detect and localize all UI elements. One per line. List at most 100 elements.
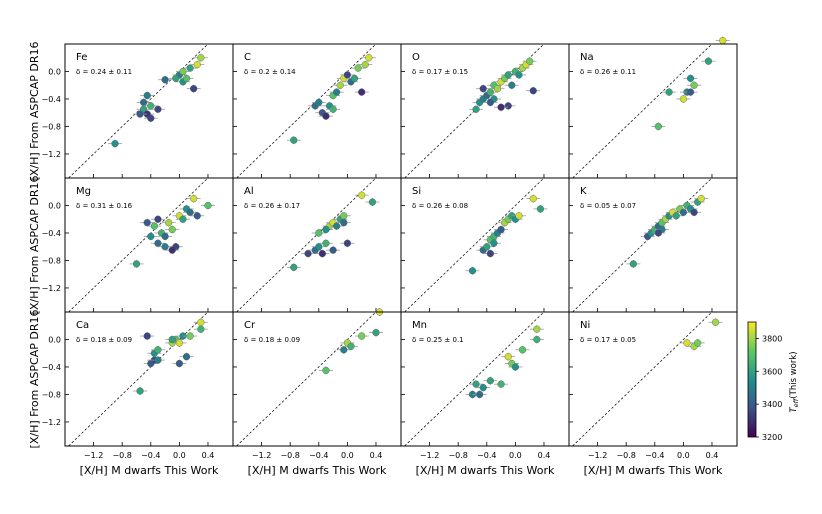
- element-label: O: [412, 52, 420, 63]
- colorbar-gradient: [747, 321, 757, 438]
- panel-fe: −1.2 −0.8 −0.4 0.0 Fe δ = 0.24 ± 0.11: [42, 43, 234, 179]
- element-label: Na: [580, 52, 594, 63]
- data-point: [290, 136, 298, 144]
- element-label: Ca: [76, 320, 89, 331]
- data-point: [361, 61, 369, 69]
- x-tick-label: −1.2: [420, 451, 439, 460]
- one-to-one-line: [236, 178, 377, 312]
- data-point: [486, 88, 494, 96]
- element-label: Si: [412, 186, 421, 197]
- x-tick-label: −0.4: [309, 451, 328, 460]
- data-point: [665, 88, 673, 96]
- data-point: [186, 208, 194, 216]
- data-point: [147, 102, 155, 110]
- panel-k: Kδ = 0.05 ± 0.07: [568, 177, 738, 313]
- x-tick-label: −0.8: [616, 451, 635, 460]
- x-tick-label: 0.4: [538, 451, 551, 460]
- data-point: [529, 195, 537, 203]
- data-point: [686, 74, 695, 82]
- one-to-one-line: [68, 312, 209, 446]
- data-point: [318, 249, 326, 258]
- data-point: [136, 110, 144, 118]
- colorbar-ticks: 3200 3400 3600 3800: [756, 334, 782, 442]
- one-to-one-line: [572, 178, 713, 312]
- data-point: [490, 239, 498, 247]
- data-point: [161, 76, 169, 84]
- data-point: [368, 198, 377, 206]
- data-point: [350, 74, 359, 82]
- data-point: [147, 114, 155, 122]
- data-point: [143, 332, 151, 340]
- panel-na: Na δ = 0.26 ± 0.11: [568, 36, 738, 179]
- data-point: [358, 191, 366, 199]
- panel-mg: −1.2 −0.8 −0.4 0.0 Mg δ = 0.31 ± 0.16: [42, 177, 234, 313]
- y-tick-label: −1.2: [42, 418, 61, 427]
- data-point: [486, 377, 494, 385]
- y-tick-label: −0.8: [42, 390, 61, 399]
- panels-grid: −1.2 −0.8 −0.4 0.0 Fe δ = 0.24 ± 0.11 Cδ = 0.2…: [42, 36, 738, 460]
- one-to-one-line: [572, 312, 713, 446]
- data-point: [329, 105, 337, 113]
- data-point: [672, 212, 680, 220]
- element-label: Mn: [412, 320, 427, 331]
- data-point: [497, 103, 505, 111]
- y-tick-label: 0.0: [48, 201, 61, 210]
- x-tick-label: −1.2: [84, 451, 103, 460]
- data-point: [343, 71, 351, 79]
- delta-annotation: δ = 0.17 ± 0.15: [412, 68, 468, 76]
- data-point: [172, 74, 180, 82]
- data-point: [154, 105, 162, 113]
- delta-annotation: δ = 0.31 ± 0.16: [76, 202, 133, 210]
- x-tick-label: −0.8: [280, 451, 299, 460]
- data-point: [333, 88, 341, 96]
- data-point: [150, 222, 158, 230]
- data-point: [472, 380, 480, 388]
- data-point: [629, 260, 637, 268]
- data-point: [179, 215, 187, 223]
- data-point: [315, 229, 323, 237]
- ylabel-row-3: [X/H] From ASPCAP DR16: [28, 310, 41, 449]
- panel-c: Cδ = 0.2 ± 0.14: [232, 43, 402, 179]
- delta-annotation: δ = 0.26 ± 0.08: [412, 202, 468, 210]
- data-point: [654, 122, 662, 131]
- data-point: [322, 239, 330, 247]
- element-label: C: [244, 52, 251, 63]
- data-point: [322, 112, 330, 120]
- data-point: [365, 54, 373, 62]
- delta-annotation: δ = 0.25 ± 0.1: [412, 336, 464, 344]
- panel-frame: [400, 43, 570, 179]
- data-point: [336, 81, 344, 89]
- delta-annotation: δ = 0.24 ± 0.11: [76, 68, 132, 76]
- y-tick-label: −0.4: [42, 229, 61, 238]
- data-point: [161, 243, 169, 251]
- data-point: [479, 85, 487, 93]
- delta-annotation: δ = 0.05 ± 0.07: [580, 202, 636, 210]
- data-point: [536, 205, 545, 213]
- element-label: Ni: [580, 320, 590, 331]
- data-point: [483, 243, 491, 251]
- data-point: [479, 383, 487, 392]
- data-point: [504, 102, 512, 110]
- data-point: [168, 246, 176, 254]
- data-point: [497, 380, 505, 388]
- x-tick-label: −0.4: [645, 451, 664, 460]
- data-point: [154, 356, 162, 364]
- element-label: Cr: [244, 320, 256, 331]
- colorbar-tick-label: 3400: [762, 400, 782, 409]
- panel-frame: [568, 43, 738, 179]
- panel-frame: [400, 311, 570, 447]
- data-point: [197, 318, 205, 326]
- data-point: [322, 366, 330, 375]
- xlabel-col-2: [X/H] M dwarfs This Work: [248, 464, 387, 477]
- xlabel-col-3: [X/H] M dwarfs This Work: [416, 464, 555, 477]
- y-tick-label: −0.8: [42, 256, 61, 265]
- y-tick-label: −0.4: [42, 363, 61, 372]
- data-point: [182, 353, 191, 361]
- data-point: [140, 105, 148, 113]
- panel-mn: −1.2 −0.8 −0.4 0.0 0.4 Mn δ = 0.25 ± 0.1: [400, 311, 570, 460]
- data-point: [329, 246, 337, 254]
- x-tick-label: 0.4: [370, 451, 383, 460]
- element-label: Al: [244, 186, 254, 197]
- x-tick-label: 0.0: [173, 451, 186, 460]
